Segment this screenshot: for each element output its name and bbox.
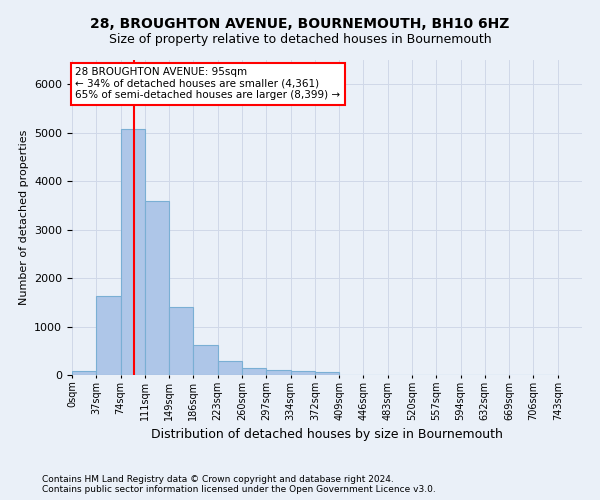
Bar [242, 368, 266, 375]
Text: 28, BROUGHTON AVENUE, BOURNEMOUTH, BH10 6HZ: 28, BROUGHTON AVENUE, BOURNEMOUTH, BH10 … [91, 18, 509, 32]
Bar [145, 200, 169, 375]
Text: Contains HM Land Registry data © Crown copyright and database right 2024.
Contai: Contains HM Land Registry data © Crown c… [42, 474, 436, 494]
Text: 28 BROUGHTON AVENUE: 95sqm
← 34% of detached houses are smaller (4,361)
65% of s: 28 BROUGHTON AVENUE: 95sqm ← 34% of deta… [75, 68, 340, 100]
Text: Size of property relative to detached houses in Bournemouth: Size of property relative to detached ho… [109, 32, 491, 46]
Bar [169, 307, 193, 375]
Bar [72, 372, 96, 375]
Bar [193, 345, 218, 375]
Bar [266, 370, 290, 375]
Bar [121, 129, 145, 375]
Y-axis label: Number of detached properties: Number of detached properties [19, 130, 29, 305]
Bar [218, 361, 242, 375]
Bar [315, 372, 339, 375]
Bar [290, 372, 315, 375]
X-axis label: Distribution of detached houses by size in Bournemouth: Distribution of detached houses by size … [151, 428, 503, 442]
Bar [96, 296, 121, 375]
